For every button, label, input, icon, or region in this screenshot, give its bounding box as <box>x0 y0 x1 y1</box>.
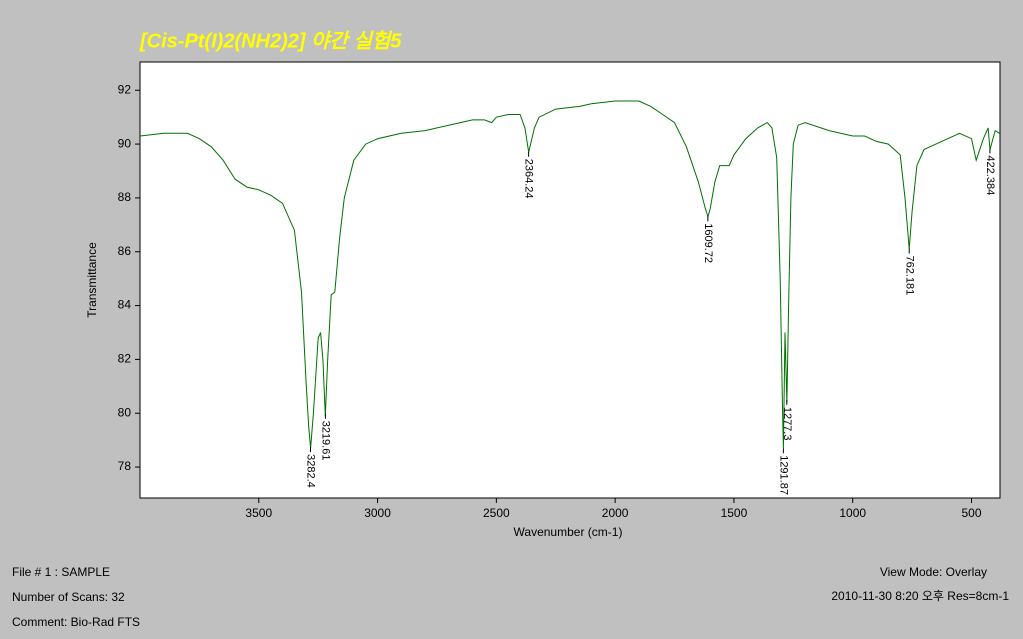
y-tick-label: 88 <box>118 190 132 204</box>
date-info: 2010-11-30 8:20 오후 Res=8cm-1 <box>831 589 1009 603</box>
y-tick-label: 92 <box>118 82 132 96</box>
x-tick-label: 2500 <box>483 506 510 520</box>
x-tick-label: 3000 <box>364 506 391 520</box>
file-info: File # 1 : SAMPLE <box>12 565 110 579</box>
peak-label: 3282.4 <box>305 454 317 488</box>
x-tick-label: 2000 <box>602 506 629 520</box>
x-tick-label: 3500 <box>245 506 272 520</box>
y-tick-label: 84 <box>118 298 132 312</box>
peak-label: 422.384 <box>984 155 996 195</box>
x-tick-label: 1000 <box>839 506 866 520</box>
chart-title: [Cis-Pt(I)2(NH2)2] 야간 실험5 <box>139 29 402 52</box>
x-tick-label: 1500 <box>721 506 748 520</box>
peak-label: 762.181 <box>903 256 915 296</box>
y-tick-label: 80 <box>118 405 132 419</box>
spectrum-line <box>139 100 1000 449</box>
comment-info: Comment: Bio-Rad FTS <box>12 615 140 629</box>
peak-label: 2364.24 <box>523 159 535 199</box>
scans-info: Number of Scans: 32 <box>12 590 125 604</box>
y-tick-label: 90 <box>118 136 132 150</box>
y-tick-label: 86 <box>118 244 132 258</box>
x-axis-label: Wavenumber (cm-1) <box>514 525 623 539</box>
peak-label: 1609.72 <box>702 223 714 263</box>
peak-label: 3219.61 <box>319 421 331 461</box>
peak-label: 1291.87 <box>777 455 789 495</box>
peak-label: 1277.3 <box>781 407 793 441</box>
plot-area <box>139 61 1001 499</box>
y-axis-label: Transmittance <box>85 242 99 318</box>
view-mode: View Mode: Overlay <box>880 565 987 579</box>
y-tick-label: 78 <box>118 459 132 473</box>
x-tick-label: 500 <box>961 506 981 520</box>
y-tick-label: 82 <box>118 352 132 366</box>
